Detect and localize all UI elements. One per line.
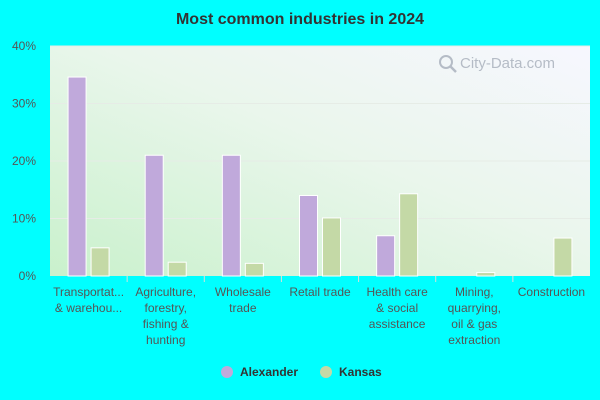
x-category-label: Construction — [518, 285, 585, 299]
legend-label-alexander: Alexander — [240, 365, 298, 379]
bar-kansas-6[interactable] — [553, 237, 573, 277]
bar-kansas-4[interactable] — [399, 193, 419, 277]
bar-kansas-0[interactable] — [90, 247, 110, 277]
watermark-text: City-Data.com — [460, 55, 555, 72]
x-category-label: Wholesale trade — [215, 285, 271, 315]
chart-title: Most common industries in 2024 — [176, 11, 424, 28]
bar-kansas-1[interactable] — [167, 261, 187, 277]
bars — [67, 76, 573, 282]
magnifier-icon — [439, 55, 457, 73]
x-category-label: Mining, quarrying, oil & gas extraction — [448, 285, 501, 347]
y-tick-label: 0% — [19, 269, 37, 283]
x-category-label: Health care & social assistance — [366, 285, 428, 331]
bar-kansas-3[interactable] — [322, 217, 341, 277]
x-category-label: Transportat... & warehou... — [53, 285, 124, 315]
bar-kansas-2[interactable] — [244, 262, 264, 277]
bar-alexander-4[interactable] — [376, 235, 396, 277]
y-tick-label: 40% — [12, 39, 36, 53]
legend-swatch-alexander — [221, 366, 233, 378]
x-category-label: Retail trade — [289, 285, 351, 299]
legend: Alexander Kansas — [221, 365, 382, 379]
grid-lines — [50, 45, 590, 219]
bar-kansas-5[interactable] — [476, 272, 496, 277]
legend-swatch-kansas — [320, 366, 332, 378]
y-tick-label: 30% — [12, 97, 36, 111]
x-axis-labels: Transportat... & warehou... Agriculture, fo… — [53, 285, 585, 347]
bar-alexander-2[interactable] — [221, 154, 241, 277]
y-axis: 0% 10% 20% 30% 40% — [12, 39, 36, 283]
y-tick-label: 20% — [12, 154, 36, 168]
x-category-label: Agriculture, forestry, fishing & hunting — [135, 285, 196, 347]
watermark: City-Data.com — [439, 55, 555, 73]
bar-alexander-3[interactable] — [299, 195, 318, 277]
y-tick-label: 10% — [12, 212, 36, 226]
bar-alexander-1[interactable] — [144, 154, 164, 277]
bar-alexander-0[interactable] — [67, 76, 87, 277]
legend-label-kansas: Kansas — [339, 365, 382, 379]
